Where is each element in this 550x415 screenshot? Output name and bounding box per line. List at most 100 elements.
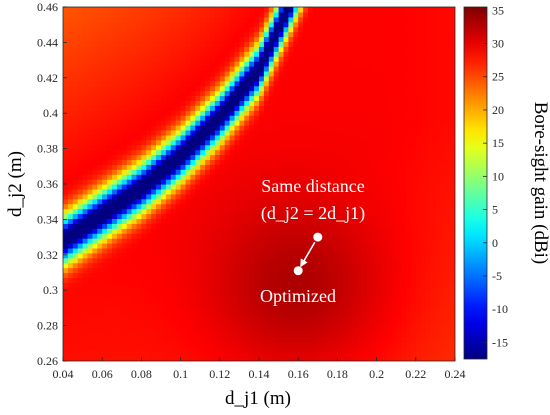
heatmap-cell bbox=[263, 247, 270, 254]
heatmap-cell bbox=[234, 287, 240, 293]
heatmap-cell bbox=[214, 115, 221, 121]
heatmap-cell bbox=[63, 306, 69, 313]
heatmap-cell bbox=[249, 95, 255, 102]
heatmap-cell bbox=[146, 16, 152, 23]
heatmap-cell bbox=[121, 252, 128, 259]
heatmap-cell bbox=[327, 164, 334, 170]
heatmap-cell bbox=[195, 149, 201, 156]
heatmap-cell bbox=[396, 233, 402, 239]
heatmap-cell bbox=[361, 36, 368, 43]
heatmap-cell bbox=[87, 11, 93, 18]
heatmap-cell bbox=[391, 61, 397, 67]
heatmap-cell bbox=[347, 36, 353, 43]
heatmap-cell bbox=[298, 223, 304, 229]
heatmap-cell bbox=[317, 321, 324, 328]
heatmap-cell bbox=[371, 95, 378, 102]
heatmap-cell bbox=[263, 80, 270, 87]
heatmap-cell bbox=[234, 70, 240, 77]
heatmap-cell bbox=[317, 188, 324, 195]
heatmap-cell bbox=[195, 188, 201, 195]
heatmap-cell bbox=[283, 105, 289, 111]
heatmap-cell bbox=[357, 51, 363, 57]
heatmap-cell bbox=[210, 351, 216, 357]
heatmap-cell bbox=[283, 41, 289, 47]
heatmap-cell bbox=[249, 100, 255, 106]
heatmap-cell bbox=[268, 203, 275, 210]
heatmap-cell bbox=[72, 16, 79, 23]
heatmap-cell bbox=[200, 144, 206, 151]
heatmap-cell bbox=[92, 149, 98, 156]
heatmap-cell bbox=[190, 282, 196, 288]
heatmap-cell bbox=[391, 228, 397, 234]
heatmap-cell bbox=[381, 16, 387, 23]
heatmap-cell bbox=[190, 311, 196, 318]
heatmap-cell bbox=[219, 252, 226, 259]
heatmap-cell bbox=[82, 75, 89, 82]
heatmap-cell bbox=[146, 321, 152, 328]
heatmap-cell bbox=[357, 311, 363, 318]
heatmap-cell bbox=[234, 80, 240, 87]
heatmap-cell bbox=[131, 311, 138, 318]
heatmap-cell bbox=[293, 228, 299, 234]
heatmap-cell bbox=[273, 105, 280, 111]
heatmap-cell bbox=[190, 341, 196, 347]
heatmap-cell bbox=[283, 56, 289, 62]
heatmap-cell bbox=[298, 26, 304, 33]
heatmap-cell bbox=[308, 213, 314, 220]
heatmap-cell bbox=[67, 105, 74, 111]
heatmap-cell bbox=[259, 90, 265, 97]
heatmap-cell bbox=[136, 179, 142, 185]
heatmap-cell bbox=[102, 321, 108, 328]
heatmap-cell bbox=[116, 90, 123, 97]
heatmap-cell bbox=[185, 56, 191, 62]
heatmap-cell bbox=[175, 346, 182, 352]
heatmap-cell bbox=[239, 41, 245, 47]
heatmap-cell bbox=[268, 247, 275, 254]
heatmap-cell bbox=[312, 316, 319, 323]
heatmap-cell bbox=[214, 262, 221, 269]
heatmap-cell bbox=[376, 125, 383, 131]
heatmap-cell bbox=[371, 356, 378, 361]
heatmap-cell bbox=[273, 154, 280, 161]
heatmap-cell bbox=[107, 56, 113, 62]
heatmap-cell bbox=[263, 243, 270, 249]
heatmap-cell bbox=[357, 115, 363, 121]
heatmap-cell bbox=[317, 292, 324, 298]
heatmap-cell bbox=[126, 228, 133, 234]
heatmap-cell bbox=[283, 297, 289, 303]
heatmap-cell bbox=[317, 125, 324, 131]
heatmap-cell bbox=[332, 26, 338, 33]
heatmap-cell bbox=[102, 203, 108, 210]
heatmap-cell bbox=[92, 61, 98, 67]
heatmap-cell bbox=[278, 346, 285, 352]
heatmap-cell bbox=[102, 306, 108, 313]
heatmap-cell bbox=[82, 252, 89, 259]
heatmap-cell bbox=[239, 16, 245, 23]
heatmap-cell bbox=[278, 66, 285, 72]
heatmap-cell bbox=[386, 346, 392, 352]
heatmap-cell bbox=[337, 90, 343, 97]
heatmap-cell bbox=[102, 228, 108, 234]
heatmap-cell bbox=[82, 292, 89, 298]
heatmap-cell bbox=[156, 36, 162, 43]
heatmap-cell bbox=[170, 51, 177, 57]
heatmap-cell bbox=[190, 80, 196, 87]
heatmap-cell bbox=[82, 7, 89, 13]
heatmap-cell bbox=[156, 11, 162, 18]
heatmap-cell bbox=[87, 61, 93, 67]
heatmap-cell bbox=[97, 95, 103, 102]
heatmap-cell bbox=[205, 139, 211, 146]
heatmap-cell bbox=[205, 36, 211, 43]
heatmap-cell bbox=[342, 218, 348, 224]
heatmap-cell bbox=[136, 164, 142, 170]
heatmap-cell bbox=[322, 169, 329, 175]
heatmap-cell bbox=[170, 164, 177, 170]
heatmap-cell bbox=[136, 174, 142, 180]
heatmap-cell bbox=[278, 61, 285, 67]
heatmap-cell bbox=[366, 46, 373, 52]
heatmap-cell bbox=[131, 179, 138, 185]
heatmap-cell bbox=[82, 149, 89, 156]
heatmap-cell bbox=[205, 179, 211, 185]
heatmap-cell bbox=[322, 213, 329, 220]
heatmap-cell bbox=[342, 321, 348, 328]
